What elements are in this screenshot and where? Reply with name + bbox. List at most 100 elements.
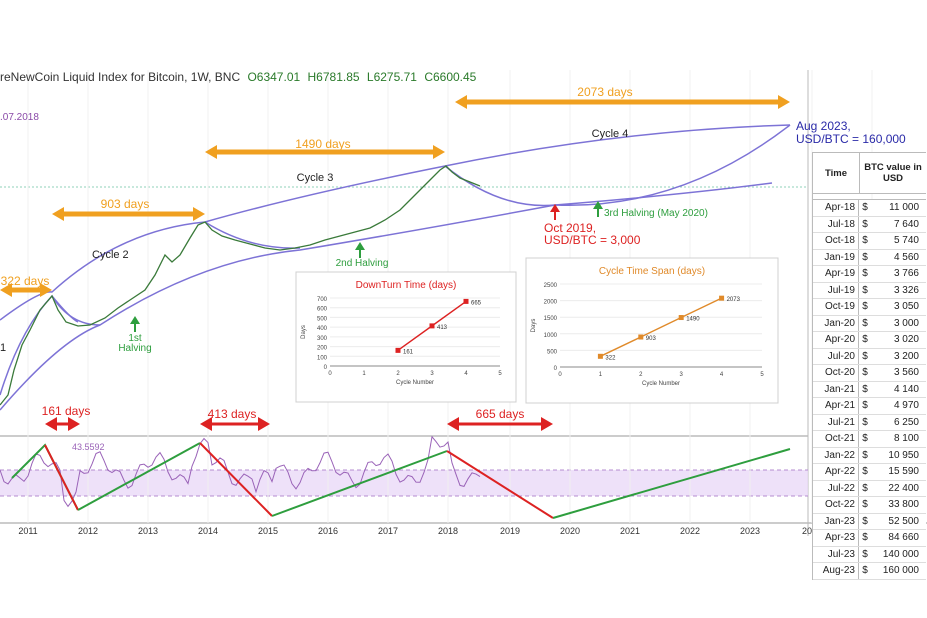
downturn-chart-ytick: 500 <box>317 316 328 322</box>
downturn-chart-ytick: 700 <box>317 297 328 303</box>
downturn-chart-ytick: 600 <box>317 307 328 313</box>
downturn-chart-point-label: 161 <box>403 349 414 355</box>
table-row: Oct-22 $33 800 <box>813 497 926 514</box>
arrow-161-head <box>45 417 57 431</box>
cycle-curve <box>444 124 791 207</box>
table-row: Jul-19 $3 326 <box>813 282 926 299</box>
table-cell-time: Jan-22 <box>813 447 859 463</box>
table-row: Jan-21 $4 140 <box>813 381 926 398</box>
table-row: Jan-20 $3 000 <box>813 315 926 332</box>
table-row: Apr-18 $11 000 <box>813 200 926 217</box>
year-tick-label: 2020 <box>560 526 580 536</box>
downturn-chart-xtick: 4 <box>464 371 468 377</box>
table-cell-currency: $ <box>862 548 868 560</box>
table-cell-value: 3 200 <box>893 350 919 362</box>
chart-title: reNewCoin Liquid Index for Bitcoin, 1W, … <box>0 70 241 84</box>
label-2073-days: 2073 days <box>577 85 632 99</box>
rsi-trend-green <box>552 448 791 519</box>
table-cell-value: 7 640 <box>893 218 919 230</box>
table-row: Jan-22 $10 950 <box>813 447 926 464</box>
downturn-chart-xtick: 0 <box>328 371 332 377</box>
downturn-chart-xtick: 1 <box>362 371 366 377</box>
table-cell-value: 6 250 <box>893 416 919 428</box>
table-cell-time: Apr-22 <box>813 464 859 480</box>
rsi-trend-green <box>77 442 201 511</box>
table-cell-time: Jan-21 <box>813 381 859 397</box>
arrow-665-head <box>541 417 553 431</box>
table-cell-time: Jan-23 <box>813 513 859 529</box>
downturn-chart-xtick: 2 <box>396 371 400 377</box>
cycle-span-chart-xtick: 5 <box>760 372 764 378</box>
table-cell-time: Oct-20 <box>813 365 859 381</box>
rsi-trend-red <box>446 450 554 519</box>
year-tick-label: 2012 <box>78 526 98 536</box>
btc-price-line <box>0 165 481 406</box>
table-cell-time: Oct-19 <box>813 299 859 315</box>
downturn-chart-ytick: 0 <box>324 365 328 371</box>
table-cell-time: Oct-18 <box>813 233 859 249</box>
table-cell-value: 33 800 <box>888 499 919 510</box>
table-row: Apr-23 $84 660 <box>813 530 926 547</box>
year-tick-label: 2013 <box>138 526 158 536</box>
downturn-chart-ytick: 400 <box>317 326 328 332</box>
table-row: Jul-18 $7 640 <box>813 216 926 233</box>
table-cell-value: 4 560 <box>893 251 919 263</box>
year-tick-label: 2016 <box>318 526 338 536</box>
table-cell-currency: $ <box>862 515 868 527</box>
low-value: L6275.71 <box>366 70 417 84</box>
table-cell-currency: $ <box>862 482 868 494</box>
arrow-413-head <box>258 417 270 431</box>
table-cell-currency: $ <box>862 251 868 263</box>
table-row: Apr-22 $15 590 <box>813 464 926 481</box>
cycle-span-chart-series-line <box>600 297 722 357</box>
table-cell-currency: $ <box>862 499 868 510</box>
arrow-322-head <box>0 283 12 297</box>
cycle-span-chart-xtick: 1 <box>599 372 603 378</box>
label-aug-2023: Aug 2023, <box>796 119 851 133</box>
table-cell-value: 3 000 <box>893 317 919 329</box>
downturn-chart-title: DownTurn Time (days) <box>356 280 457 291</box>
table-cell-time: Apr-23 <box>813 530 859 546</box>
table-row: Jul-20 $3 200 <box>813 348 926 365</box>
table-body: Apr-18 $11 000 Jul-18 $7 640 Oct-18 $5 740 Jan… <box>813 200 926 580</box>
table-row: Oct-19 $3 050 <box>813 299 926 316</box>
halving-1-arrow-head <box>130 316 140 324</box>
arrow-665-head <box>447 417 459 431</box>
arrow-2073-head <box>455 95 467 109</box>
table-cell-currency: $ <box>862 433 868 444</box>
cycle-span-chart-xlabel: Cycle Number <box>642 381 680 387</box>
table-cell-currency: $ <box>862 301 868 312</box>
cycle-span-chart-ytick: 1500 <box>544 316 558 322</box>
chart-header: reNewCoin Liquid Index for Bitcoin, 1W, … <box>0 70 480 84</box>
cycle-span-chart-point-label: 2073 <box>727 297 741 303</box>
year-tick-label: 2014 <box>198 526 218 536</box>
table-cell-currency: $ <box>862 400 868 411</box>
table-row: Oct-21 $8 100 <box>813 431 926 448</box>
year-tick-label: 2018 <box>438 526 458 536</box>
table-cell-value: 3 326 <box>893 284 919 296</box>
downturn-chart-xlabel: Cycle Number <box>396 380 434 386</box>
table-row: Oct-18 $5 740 <box>813 233 926 250</box>
table-header: Time BTC value in USD <box>813 152 926 194</box>
cycle-span-chart-xtick: 3 <box>680 372 684 378</box>
label-161-days: 161 days <box>42 404 91 418</box>
label-cycle-3: Cycle 3 <box>297 172 334 184</box>
table-cell-time: Jul-21 <box>813 414 859 430</box>
downturn-chart-point <box>429 323 435 329</box>
table-cell-time: Apr-20 <box>813 332 859 348</box>
downturn-chart-xtick: 3 <box>430 371 434 377</box>
rsi-trend-green <box>271 450 448 517</box>
table-row: Jul-21 $6 250 <box>813 414 926 431</box>
table-cell-value: 8 100 <box>893 433 919 444</box>
table-cell-time: Apr-19 <box>813 266 859 282</box>
year-tick-label: 2022 <box>680 526 700 536</box>
cycle-span-chart-ylabel: Days <box>531 319 537 333</box>
table-cell-value: 160 000 <box>882 565 919 576</box>
cycle-span-chart-ytick: 2500 <box>544 283 558 289</box>
arrow-1490-head <box>205 145 217 159</box>
date-label: .07.2018 <box>0 112 39 123</box>
cycle-span-chart-point <box>719 295 725 301</box>
table-cell-value: 3 560 <box>893 367 919 378</box>
year-tick-label: 2019 <box>500 526 520 536</box>
